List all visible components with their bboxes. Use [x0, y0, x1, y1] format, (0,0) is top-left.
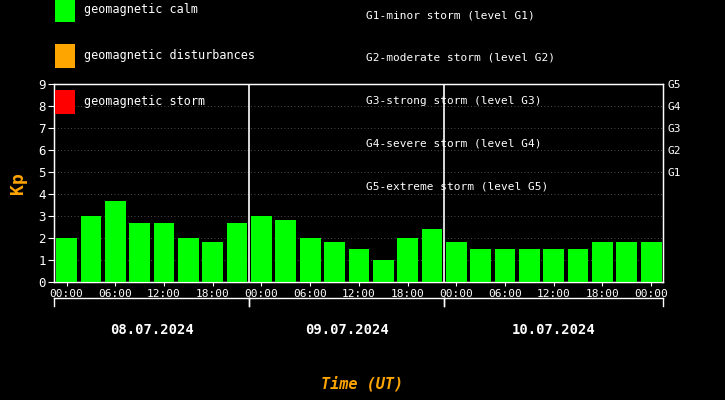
Bar	[373, 260, 394, 282]
Bar	[202, 242, 223, 282]
Bar	[251, 216, 272, 282]
Bar	[397, 238, 418, 282]
Bar	[446, 242, 467, 282]
Text: 10.07.2024: 10.07.2024	[512, 323, 596, 337]
Text: G2-moderate storm (level G2): G2-moderate storm (level G2)	[366, 53, 555, 63]
Bar	[324, 242, 345, 282]
Bar	[519, 249, 539, 282]
Bar	[276, 220, 296, 282]
Bar	[471, 249, 491, 282]
Bar	[641, 242, 661, 282]
Bar	[300, 238, 320, 282]
Text: G3-strong storm (level G3): G3-strong storm (level G3)	[366, 96, 542, 106]
Text: Time (UT): Time (UT)	[321, 376, 404, 392]
Bar	[178, 238, 199, 282]
Bar	[129, 222, 150, 282]
Y-axis label: Kp: Kp	[9, 172, 27, 194]
Bar	[80, 216, 102, 282]
Bar	[592, 242, 613, 282]
Text: G1-minor storm (level G1): G1-minor storm (level G1)	[366, 10, 535, 20]
Bar	[494, 249, 515, 282]
Bar	[57, 238, 77, 282]
Bar	[544, 249, 564, 282]
Text: 08.07.2024: 08.07.2024	[110, 323, 194, 337]
Text: G4-severe storm (level G4): G4-severe storm (level G4)	[366, 138, 542, 148]
Text: 09.07.2024: 09.07.2024	[304, 323, 389, 337]
Text: geomagnetic calm: geomagnetic calm	[84, 4, 198, 16]
Bar	[154, 222, 174, 282]
Bar	[349, 249, 369, 282]
Text: G5-extreme storm (level G5): G5-extreme storm (level G5)	[366, 181, 548, 191]
Text: geomagnetic disturbances: geomagnetic disturbances	[84, 50, 255, 62]
Text: geomagnetic storm: geomagnetic storm	[84, 96, 205, 108]
Bar	[616, 242, 637, 282]
Bar	[422, 229, 442, 282]
Bar	[105, 201, 125, 282]
Bar	[227, 222, 247, 282]
Bar	[568, 249, 589, 282]
